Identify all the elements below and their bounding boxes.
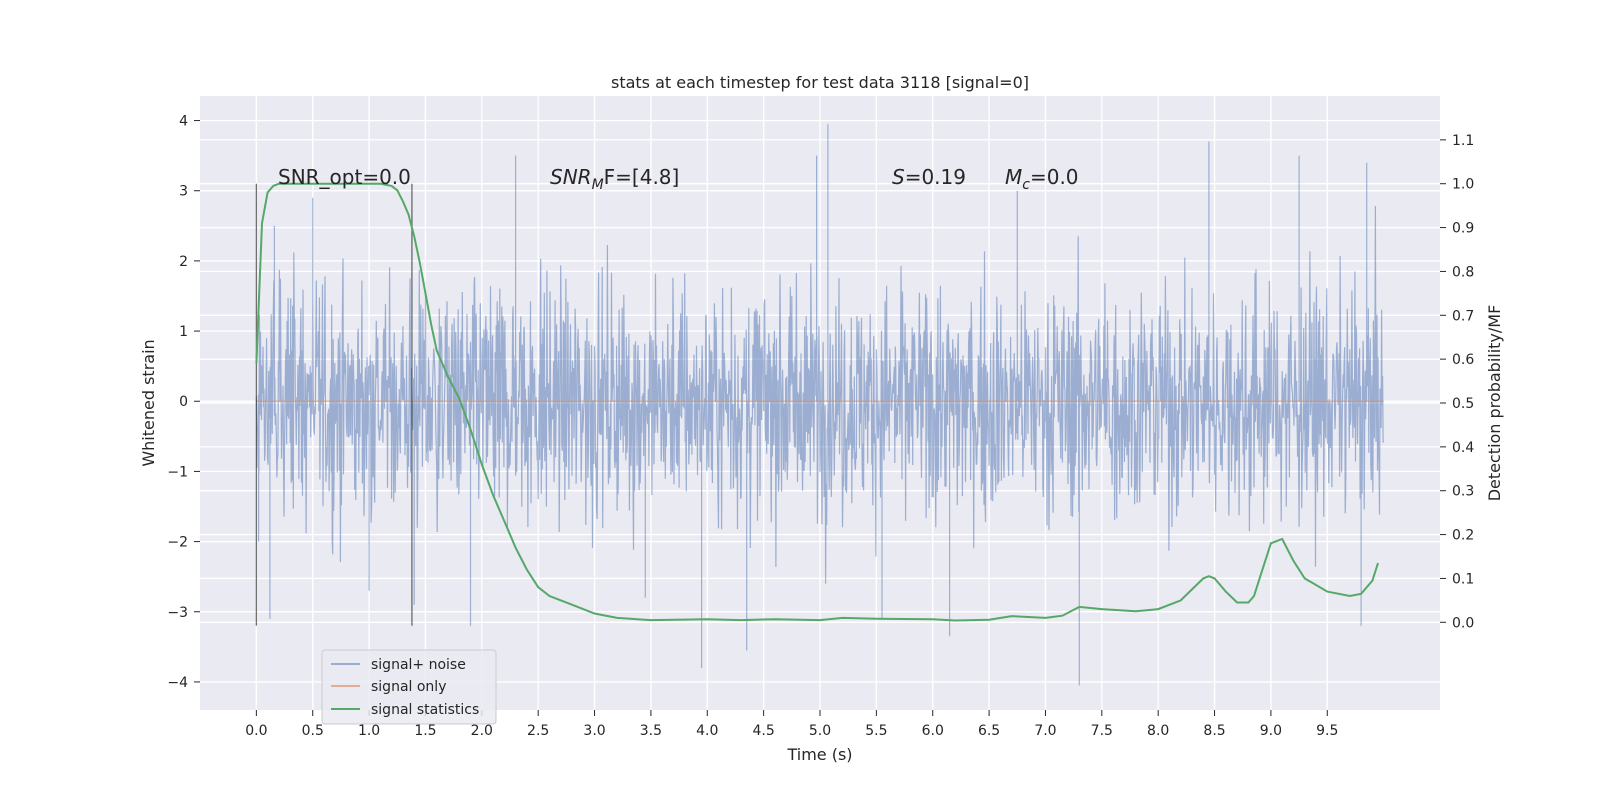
annotation-s-val: =0.19 [905,165,966,189]
x-tick-label: 4.5 [753,723,775,739]
x-tick-label: 9.5 [1316,723,1338,739]
x-tick-label: 2.5 [527,723,549,739]
y2-tick-label: 1.0 [1452,177,1474,193]
y-tick-label: 1 [179,324,188,340]
annotation-mc-var: M [1005,165,1022,189]
y-tick-label: −4 [167,675,188,691]
y2-tick-label: 0.4 [1452,440,1474,456]
y2-tick-label: 0.5 [1452,396,1474,412]
y-axis-ticks: 4 3 2 1 0 −1 −2 −3 −4 [167,114,200,691]
y2-axis-label: Detection probability/MF [1485,305,1504,502]
x-tick-label: 8.0 [1147,723,1169,739]
y-tick-label: 0 [179,394,188,410]
x-tick-label: 5.0 [809,723,831,739]
x-tick-label: 0.5 [302,723,324,739]
x-tick-label: 1.0 [358,723,380,739]
chart-title: stats at each timestep for test data 311… [611,73,1029,92]
annotation-s: S=0.19 [892,165,966,189]
marker-lines [255,183,413,626]
x-axis-ticks: 0.0 0.5 1.0 1.5 2.0 2.5 3.0 3.5 4.0 4.5 5.0 5.5 6.0 6… [245,710,1338,739]
y-tick-label: 4 [179,114,188,130]
x-tick-label: 1.5 [414,723,436,739]
signal-statistics-line [255,182,1379,622]
x-tick-label: 5.5 [865,723,887,739]
y-tick-label: −1 [167,464,188,480]
y2-tick-label: 0.6 [1452,352,1474,368]
annotation-mc: Mc=0.0 [1005,165,1079,193]
y2-tick-label: 0.1 [1452,571,1474,587]
x-tick-label: 6.0 [922,723,944,739]
annotation-snr-mf-sub: M [592,177,604,193]
signal-noise-line [255,124,1385,686]
annotation-snr-mf: SNRMF=[4.8] [550,165,679,193]
y-tick-label: 3 [179,184,188,200]
legend-label-signal-noise: signal+ noise [371,657,466,673]
y-axis-label: Whitened strain [139,339,158,466]
y2-tick-label: 1.1 [1452,133,1474,149]
x-tick-label: 9.0 [1260,723,1282,739]
series-signal-statistics [255,182,1379,622]
y-tick-label: 2 [179,254,188,270]
annotation-snr-mf-rest: F=[4.8] [604,165,680,189]
x-tick-label: 3.0 [583,723,605,739]
x-tick-label: 2.0 [471,723,493,739]
x-tick-label: 7.5 [1091,723,1113,739]
legend: signal+ noise signal only signal statist… [321,649,497,725]
annotation-s-var: S [892,165,905,189]
x-tick-label: 3.5 [640,723,662,739]
y-tick-label: −2 [167,535,188,551]
legend-label-signal-statistics: signal statistics [371,702,479,718]
annotation-mc-sub: c [1022,177,1030,193]
legend-box [321,649,497,725]
y2-tick-label: 0.9 [1452,221,1474,237]
y2-tick-label: 0.2 [1452,528,1474,544]
x-tick-label: 0.0 [245,723,267,739]
x-tick-label: 4.0 [696,723,718,739]
y2-tick-label: 0.0 [1452,615,1474,631]
y-tick-label: −3 [167,605,188,621]
legend-label-signal-only: signal only [371,679,446,695]
annotation-mc-val: =0.0 [1030,165,1079,189]
x-tick-label: 6.5 [978,723,1000,739]
x-tick-label: 7.0 [1034,723,1056,739]
x-tick-label: 8.5 [1203,723,1225,739]
annotation-snr-mf-main: SNR [550,165,592,189]
series-signal-noise [255,124,1385,686]
x-axis-label: Time (s) [786,745,852,764]
y2-tick-label: 0.8 [1452,264,1474,280]
annotation-snr-opt: SNR_opt=0.0 [278,165,411,189]
y2-tick-label: 0.3 [1452,484,1474,500]
y2-tick-label: 0.7 [1452,308,1474,324]
y2-axis-ticks: 1.1 1.0 0.9 0.8 0.7 0.6 0.5 0.4 0.3 0.2 0.1 0.0 [1440,133,1474,631]
